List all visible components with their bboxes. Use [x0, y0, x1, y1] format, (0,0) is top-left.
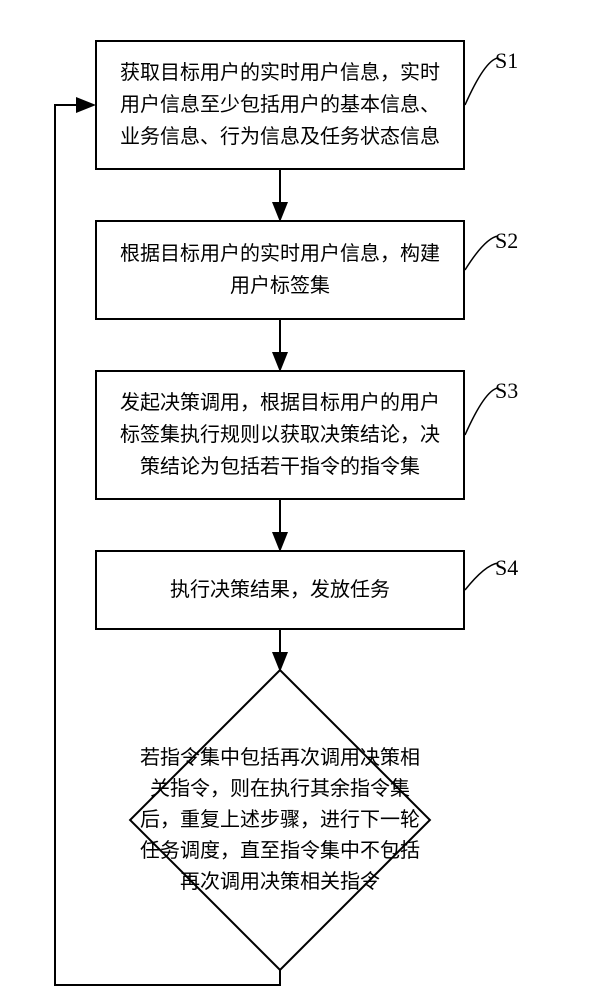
step-s1-box: 获取目标用户的实时用户信息，实时用户信息至少包括用户的基本信息、业务信息、行为信… [95, 40, 465, 170]
flowchart-canvas: 获取目标用户的实时用户信息，实时用户信息至少包括用户的基本信息、业务信息、行为信… [0, 0, 600, 1000]
step-s2-box: 根据目标用户的实时用户信息，构建用户标签集 [95, 220, 465, 320]
step-s1-text: 获取目标用户的实时用户信息，实时用户信息至少包括用户的基本信息、业务信息、行为信… [117, 57, 443, 153]
step-s3-box: 发起决策调用，根据目标用户的用户标签集执行规则以获取决策结论，决策结论为包括若干… [95, 370, 465, 500]
decision-text: 若指令集中包括再次调用决策相关指令，则在执行其余指令集后，重复上述步骤，进行下一… [130, 743, 430, 898]
step-s3-text: 发起决策调用，根据目标用户的用户标签集执行规则以获取决策结论，决策结论为包括若干… [117, 387, 443, 483]
step-s2-label: S2 [495, 228, 518, 254]
step-s4-text: 执行决策结果，发放任务 [170, 574, 390, 606]
step-s4-label: S4 [495, 555, 518, 581]
step-s3-label: S3 [495, 378, 518, 404]
step-s2-text: 根据目标用户的实时用户信息，构建用户标签集 [117, 238, 443, 302]
step-s1-label: S1 [495, 48, 518, 74]
step-s4-box: 执行决策结果，发放任务 [95, 550, 465, 630]
decision-diamond: 若指令集中包括再次调用决策相关指令，则在执行其余指令集后，重复上述步骤，进行下一… [130, 670, 430, 970]
